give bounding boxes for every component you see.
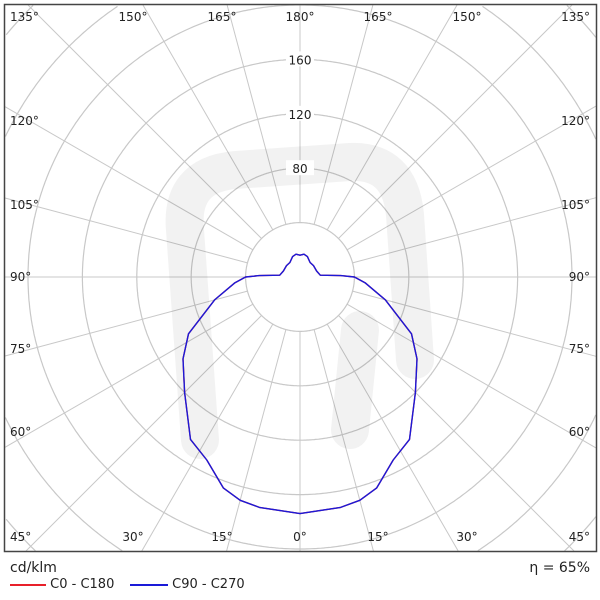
radial-tick-label: 120 (289, 108, 312, 122)
spoke-line (142, 4, 274, 231)
spoke-line (338, 4, 573, 239)
spoke-line (4, 290, 248, 357)
spoke-line (313, 329, 374, 552)
angle-label: 90° (10, 270, 31, 284)
spoke-line (326, 323, 459, 552)
spoke-line (141, 323, 274, 552)
axis-labels: 135° 120° 105° 90° 75° 60° 45° 135° 120° 105° 90° 7… (10, 10, 590, 544)
spoke-line (4, 106, 254, 251)
angle-label: 180° (286, 10, 315, 24)
ring-200 (27, 4, 573, 550)
radial-tick-label: 160 (289, 53, 312, 67)
spoke-line (4, 197, 248, 264)
angle-label: 30° (122, 530, 143, 544)
angle-label: 45° (10, 530, 31, 544)
ring-120 (136, 113, 464, 441)
ring-40 (245, 222, 355, 332)
angle-label: 30° (456, 530, 477, 544)
angle-label: 75° (569, 342, 590, 356)
plot-frame (3, 3, 598, 553)
angle-label: 135° (561, 10, 590, 24)
spoke-line (226, 329, 287, 552)
radial-label-bg (286, 160, 314, 176)
angle-label: 165° (364, 10, 393, 24)
angle-label: 90° (569, 270, 590, 284)
series-curve-1 (182, 253, 418, 515)
spoke-line (346, 105, 597, 251)
spoke-line (352, 290, 597, 357)
legend-item-c0: C0 - C180 (10, 577, 114, 592)
spoke-line (4, 303, 254, 448)
polar-grid (4, 4, 597, 552)
angle-label: 135° (10, 10, 39, 24)
spoke-line (27, 4, 262, 239)
efficiency-label: η = 65% (529, 560, 590, 576)
angle-label: 105° (10, 198, 39, 212)
legend-label: C90 - C270 (172, 577, 245, 592)
angle-label: 15° (211, 530, 232, 544)
angle-label: 105° (561, 198, 590, 212)
spoke-line (326, 4, 458, 231)
spoke-line (313, 4, 374, 225)
angle-label: 75° (10, 342, 31, 356)
angle-label: 60° (10, 425, 31, 439)
angle-label: 45° (569, 530, 590, 544)
radial-label-bg (286, 51, 314, 67)
spoke-line (352, 197, 597, 264)
legend-swatch-red (10, 583, 46, 586)
curves (182, 253, 418, 515)
angle-label: 60° (569, 425, 590, 439)
unit-label: cd/klm (10, 560, 57, 576)
angle-label: 120° (561, 114, 590, 128)
radial-label-bg (286, 105, 314, 121)
angle-label: 0° (293, 530, 307, 544)
angle-label: 150° (119, 10, 148, 24)
spoke-line (226, 4, 287, 225)
ring-280 (5, 4, 597, 552)
angle-label: 150° (453, 10, 482, 24)
angle-label: 120° (10, 114, 39, 128)
ring-80 (190, 167, 410, 387)
ring-240 (4, 5, 597, 552)
spoke-line (346, 303, 597, 449)
legend-label: C0 - C180 (50, 577, 115, 592)
radial-tick-label: 80 (292, 162, 307, 176)
legend-swatch-blue (130, 583, 168, 586)
legend-item-c90: C90 - C270 (130, 577, 245, 592)
spoke-line (25, 315, 262, 552)
angle-label: 165° (208, 10, 237, 24)
ring-160 (81, 58, 519, 496)
angle-label: 15° (367, 530, 388, 544)
spoke-line (338, 315, 575, 552)
